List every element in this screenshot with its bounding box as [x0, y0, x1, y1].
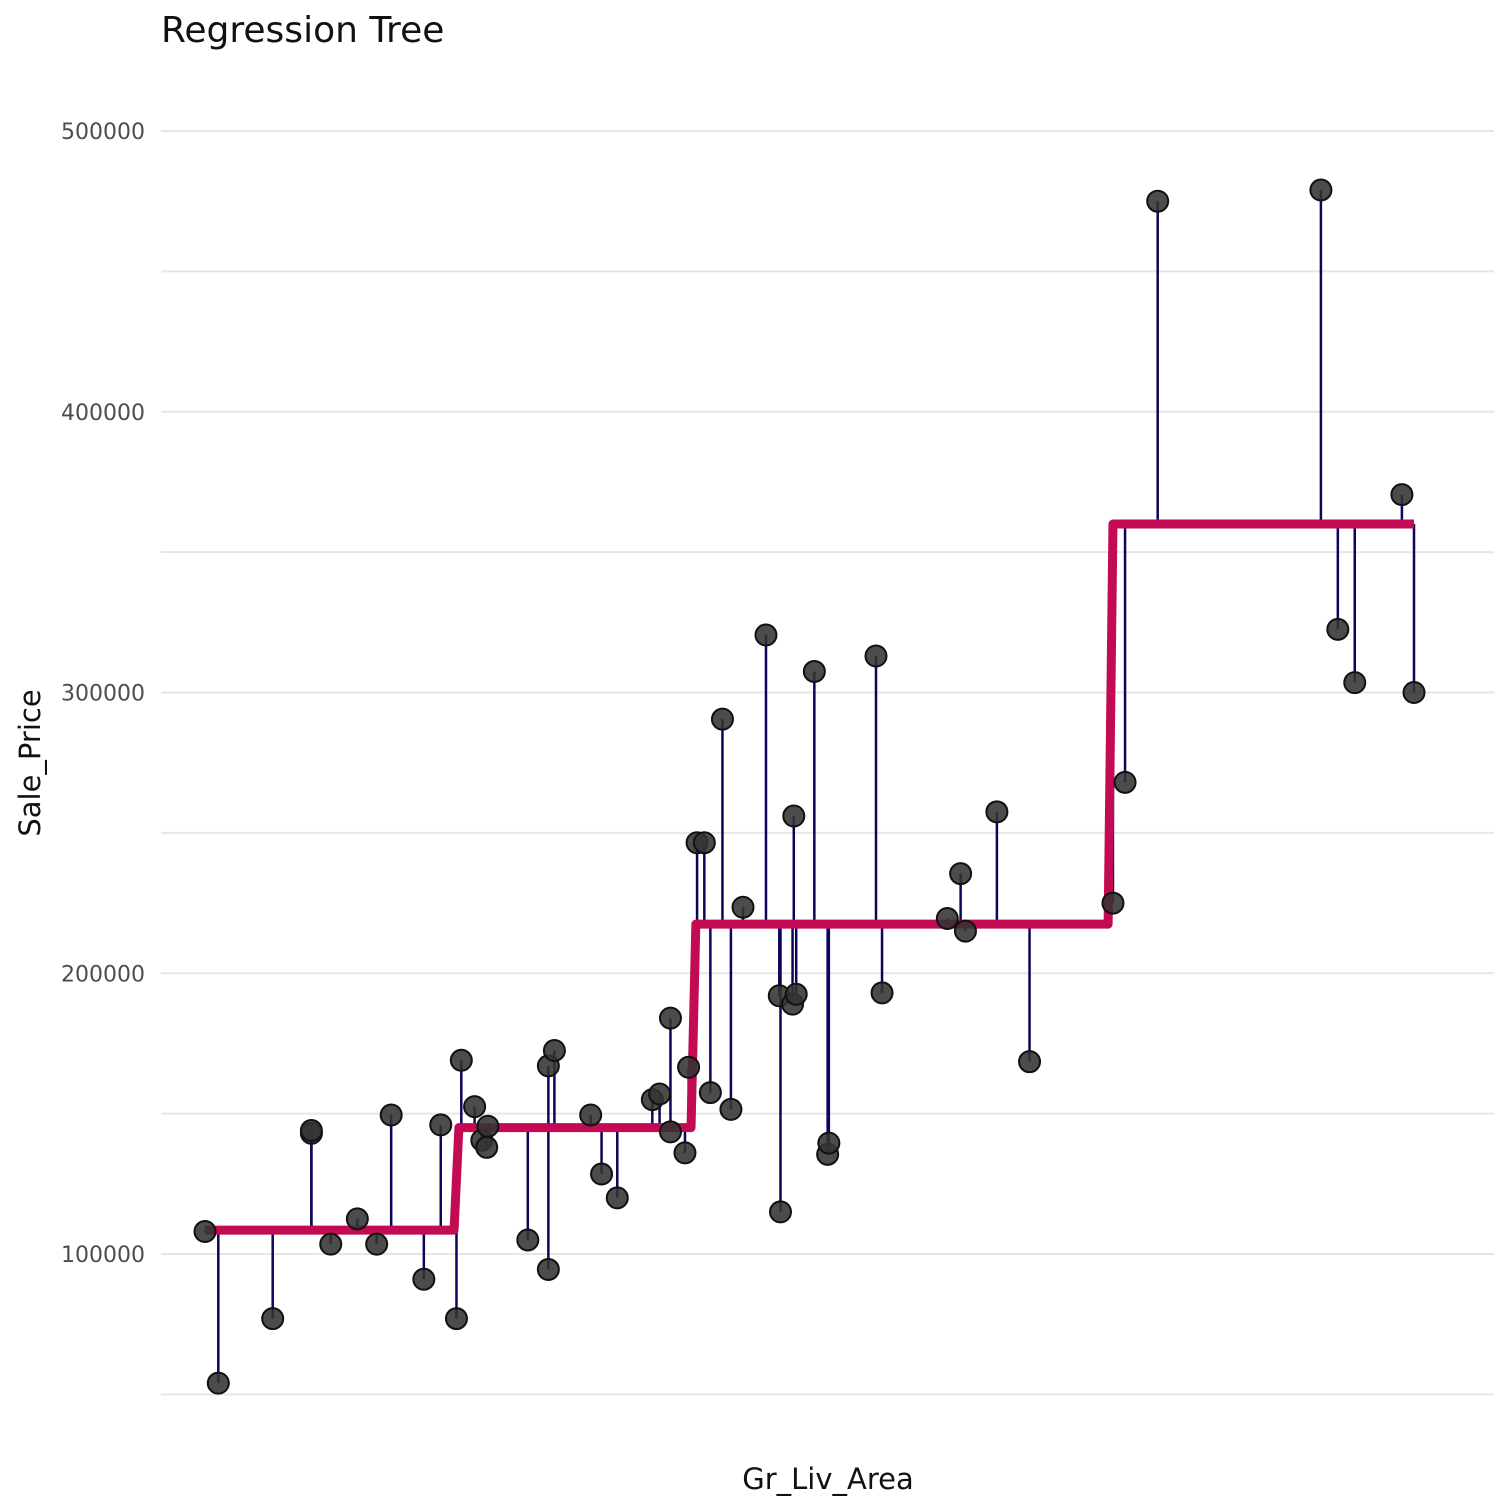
data-point: [536, 1257, 560, 1281]
y-axis-title: Sale_Price: [13, 689, 47, 836]
data-point: [754, 623, 778, 647]
data-point: [1101, 891, 1125, 915]
data-point: [949, 862, 973, 886]
data-point: [953, 919, 977, 943]
data-point: [698, 1081, 722, 1105]
data-point: [299, 1118, 323, 1142]
data-point: [476, 1114, 500, 1138]
data-point: [1390, 483, 1414, 507]
data-point: [590, 1162, 614, 1186]
y-tick-label: 100000: [61, 1243, 145, 1268]
data-point: [1146, 189, 1170, 213]
data-point: [345, 1207, 369, 1231]
data-point: [475, 1135, 499, 1159]
data-point: [817, 1131, 841, 1155]
residual-lines: [203, 189, 1416, 1384]
data-point: [463, 1095, 487, 1119]
data-point: [782, 804, 806, 828]
data-points: [193, 178, 1426, 1395]
data-point: [1402, 681, 1426, 704]
data-point: [692, 831, 716, 855]
data-point: [864, 644, 888, 668]
data-point: [379, 1103, 403, 1127]
data-point: [319, 1232, 343, 1256]
data-point: [1113, 770, 1137, 794]
y-tick-label: 500000: [61, 120, 145, 145]
chart-title: Regression Tree: [161, 10, 445, 51]
data-point: [444, 1307, 468, 1331]
y-tick-labels: 100000 200000 300000 400000 500000: [61, 120, 145, 1268]
data-point: [648, 1082, 672, 1106]
data-point: [731, 895, 755, 919]
data-point: [261, 1307, 285, 1331]
data-point: [516, 1228, 540, 1252]
data-point: [1018, 1050, 1042, 1074]
data-point: [710, 707, 734, 731]
data-point: [658, 1120, 682, 1144]
data-point: [719, 1097, 743, 1121]
gridlines: [161, 130, 1494, 1396]
data-point: [605, 1186, 629, 1210]
regression-tree-fit-line: [205, 519, 1414, 1235]
data-point: [870, 981, 894, 1005]
data-point: [193, 1220, 217, 1244]
data-point: [365, 1232, 389, 1256]
y-tick-label: 400000: [61, 401, 145, 426]
data-point: [1326, 617, 1350, 641]
data-point: [429, 1113, 453, 1137]
data-point: [673, 1141, 697, 1165]
data-point: [658, 1006, 682, 1030]
data-point: [677, 1055, 701, 1079]
data-point: [935, 907, 959, 931]
x-axis-title: Gr_Liv_Area: [742, 1462, 914, 1496]
data-point: [542, 1038, 566, 1062]
data-point: [985, 800, 1009, 824]
data-point: [768, 1200, 792, 1224]
data-point: [206, 1371, 230, 1395]
y-tick-label: 200000: [61, 962, 145, 987]
data-point: [412, 1267, 436, 1291]
data-point: [1343, 671, 1367, 695]
data-point: [449, 1048, 473, 1072]
data-point: [1309, 178, 1333, 202]
y-tick-label: 300000: [61, 682, 145, 707]
data-point: [784, 982, 808, 1006]
data-point: [579, 1103, 603, 1127]
data-point: [802, 659, 826, 683]
